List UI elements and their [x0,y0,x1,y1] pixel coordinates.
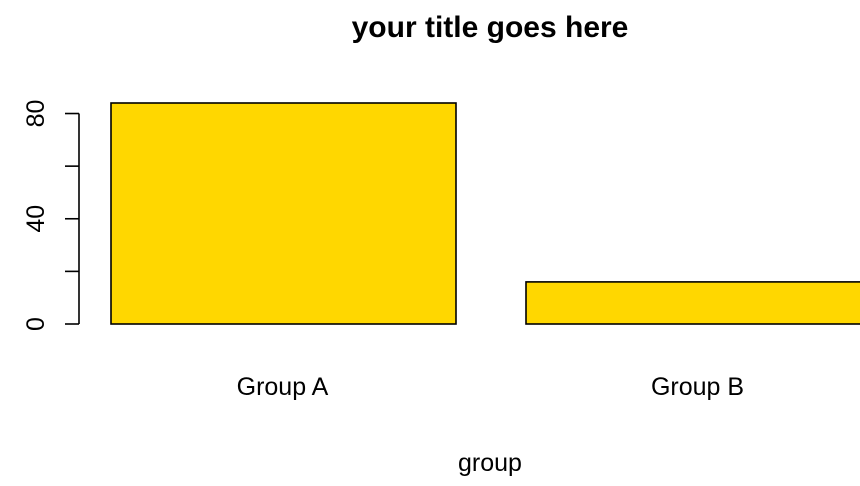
bar-group-a [110,102,457,325]
y-axis: 0 40 80 [22,100,80,331]
y-tick-label-80: 80 [22,100,50,128]
bars-group [110,102,860,325]
x-axis-label: group [458,449,522,477]
x-tick-label-group-b: Group B [651,373,744,401]
bar-group-b [525,281,860,325]
chart-title: your title goes here [352,11,629,44]
y-tick-label-0: 0 [22,317,50,331]
x-tick-label-group-a: Group A [237,373,329,401]
x-tick-labels: Group A Group B [237,373,744,401]
y-tick-label-40: 40 [22,205,50,233]
